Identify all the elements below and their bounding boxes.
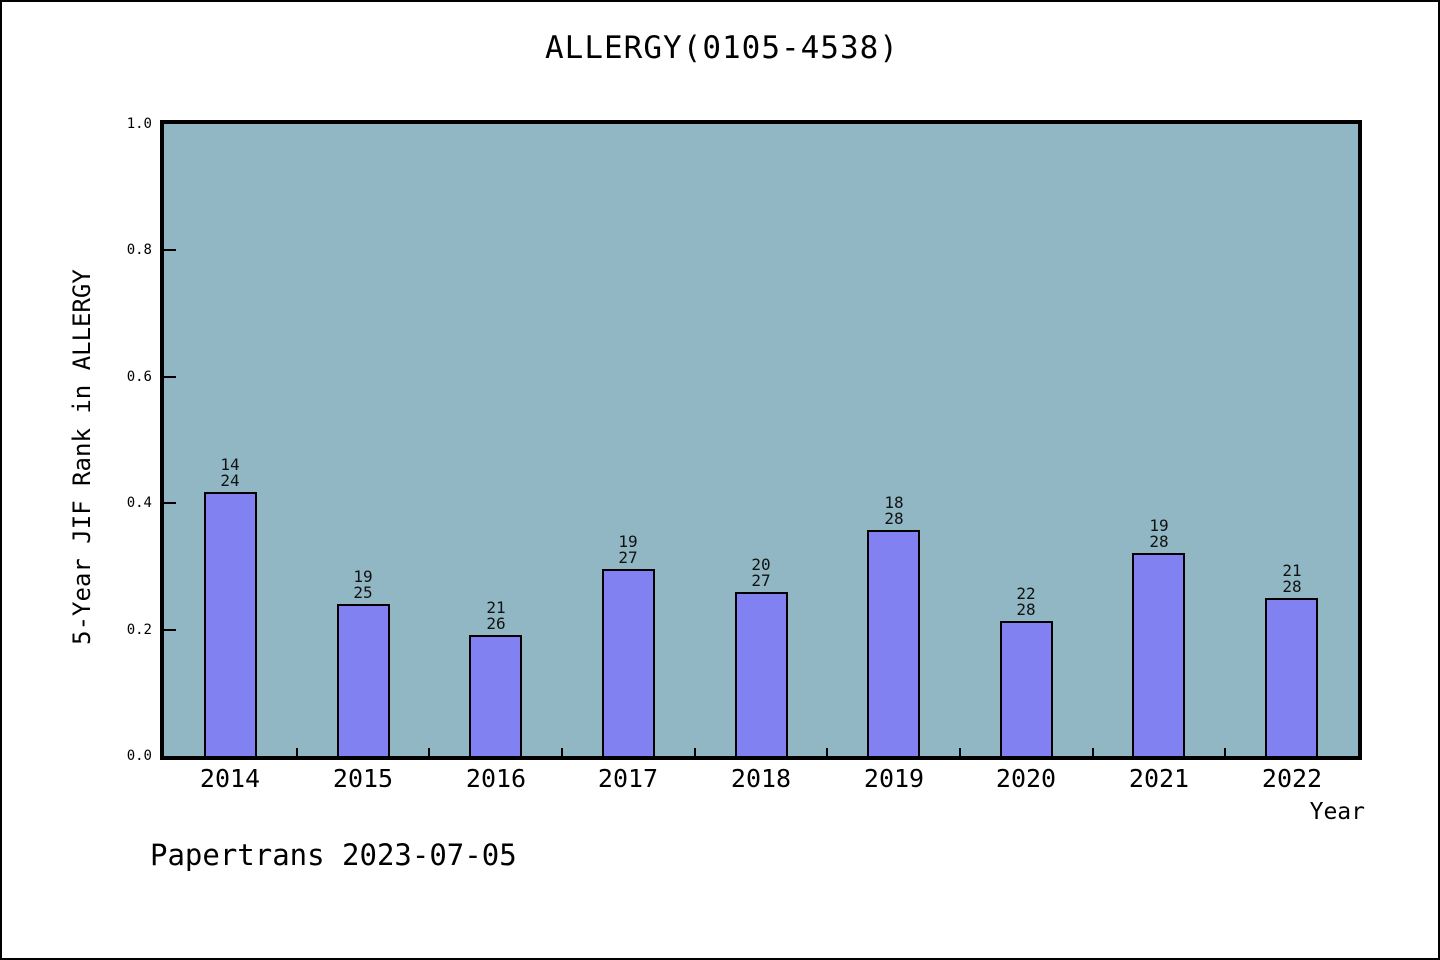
- bar-value-label-2022: 21 28: [1282, 561, 1302, 596]
- y-tick-label-0.2: 0.2: [126, 622, 152, 638]
- x-tick-label-2017: 2017: [597, 764, 659, 793]
- bar-value-label-2015: 19 25: [353, 567, 373, 602]
- x-tick-label-2016: 2016: [465, 764, 527, 793]
- bar-value-label-2017: 19 27: [618, 532, 638, 567]
- x-boundary-tick: [561, 748, 563, 756]
- bar-value-label-2019: 18 28: [884, 493, 904, 528]
- y-tick-line: [164, 376, 176, 378]
- bar-2014: [204, 492, 257, 756]
- x-tick-label-2015: 2015: [332, 764, 394, 793]
- bar-2020: [1000, 621, 1053, 756]
- x-boundary-tick: [1224, 748, 1226, 756]
- x-tick-label-2019: 2019: [863, 764, 925, 793]
- x-boundary-tick: [1092, 748, 1094, 756]
- bar-value-label-2018: 20 27: [751, 555, 771, 590]
- x-boundary-tick: [296, 748, 298, 756]
- bar-value-label-2014: 14 24: [220, 455, 240, 490]
- y-tick-label-0.8: 0.8: [126, 242, 152, 258]
- x-axis-title: Year: [1309, 799, 1365, 825]
- x-tick-label-2022: 2022: [1261, 764, 1323, 793]
- bar-2017: [602, 569, 655, 756]
- y-axis-title: 5-Year JIF Rank in ALLERGY: [68, 269, 96, 645]
- y-tick-label-0.4: 0.4: [126, 495, 152, 511]
- bar-value-label-2021: 19 28: [1149, 516, 1169, 551]
- y-tick-label-0.6: 0.6: [126, 369, 152, 385]
- x-boundary-tick: [428, 748, 430, 756]
- bar-2022: [1265, 598, 1318, 756]
- y-tick-line: [164, 249, 176, 251]
- footer-watermark: Papertrans 2023-07-05: [150, 838, 517, 872]
- y-tick-line: [164, 502, 176, 504]
- bar-2016: [469, 635, 522, 756]
- bar-value-label-2016: 21 26: [486, 598, 506, 633]
- y-tick-line: [164, 629, 176, 631]
- x-tick-label-2021: 2021: [1128, 764, 1190, 793]
- bar-value-label-2020: 22 28: [1016, 584, 1036, 619]
- x-tick-label-2020: 2020: [995, 764, 1057, 793]
- plot-area: 14 24 19 25 21 26 19 27 20 27 18 28 22 28 19 28…: [160, 120, 1362, 760]
- bar-2018: [735, 592, 788, 756]
- y-tick-label-0.0: 0.0: [126, 748, 152, 764]
- x-boundary-tick: [959, 748, 961, 756]
- x-boundary-tick: [694, 748, 696, 756]
- x-boundary-tick: [826, 748, 828, 756]
- x-tick-label-2014: 2014: [199, 764, 261, 793]
- bar-2019: [867, 530, 920, 756]
- bar-2021: [1132, 553, 1185, 756]
- chart-title: ALLERGY(0105-4538): [545, 30, 899, 66]
- x-tick-label-2018: 2018: [730, 764, 792, 793]
- bar-2015: [337, 604, 390, 756]
- y-tick-label-1.0: 1.0: [126, 116, 152, 132]
